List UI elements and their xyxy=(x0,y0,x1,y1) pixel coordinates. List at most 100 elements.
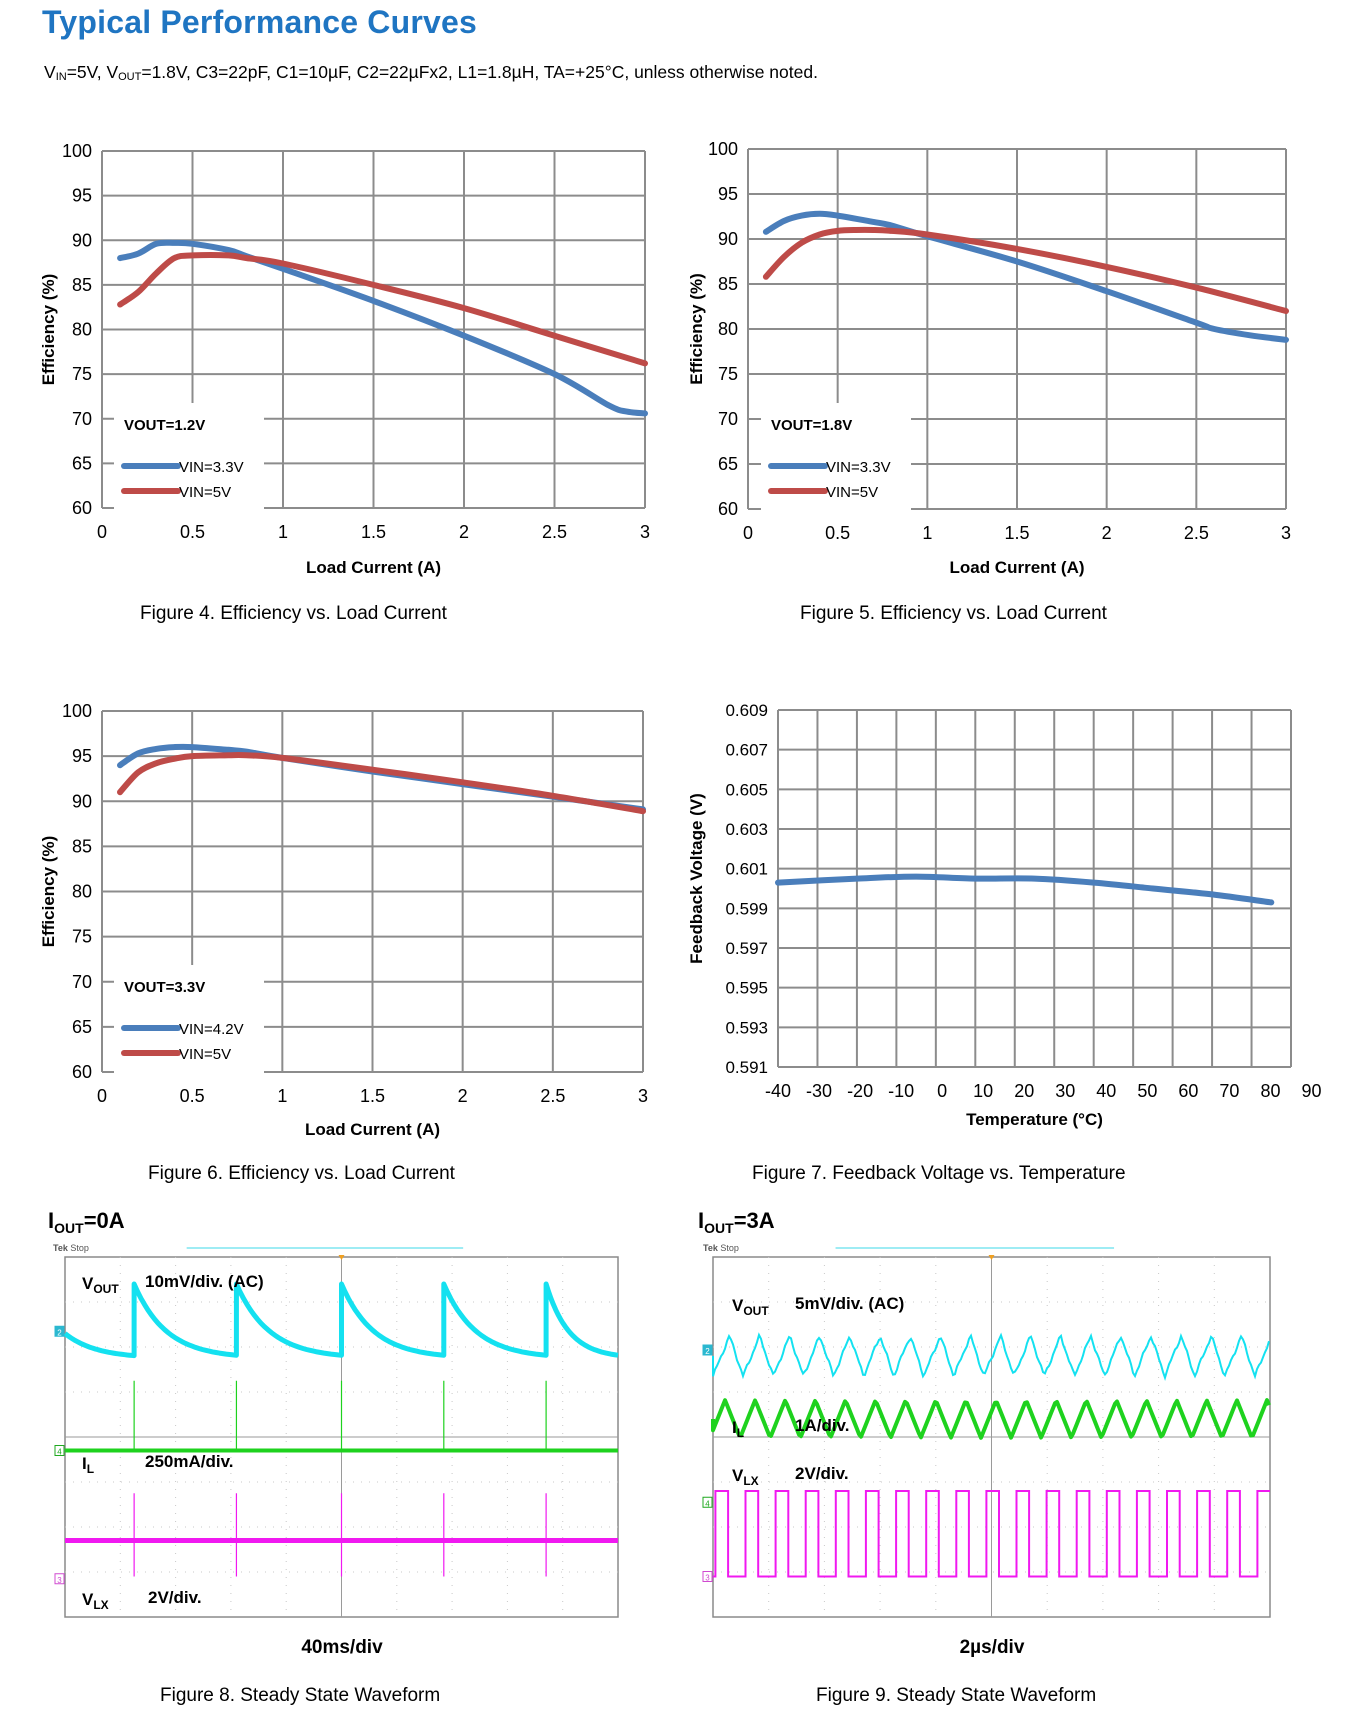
scope-brand: Tek xyxy=(53,1243,68,1253)
x-tick-label: 2 xyxy=(459,522,469,542)
x-tick-label: 30 xyxy=(1055,1081,1075,1101)
x-tick-label: 2 xyxy=(1102,523,1112,543)
channel-marker-label: 2 xyxy=(705,1347,710,1356)
figure-8-scope: 2 4 3 xyxy=(54,1247,619,1618)
x-tick-label: 50 xyxy=(1137,1081,1157,1101)
y-tick-label: 90 xyxy=(718,229,738,249)
y-tick-label: 0.591 xyxy=(725,1058,768,1077)
x-tick-label: 0.5 xyxy=(180,522,205,542)
figure-9-vout-label: VOUT xyxy=(732,1296,769,1318)
page-title: Typical Performance Curves xyxy=(42,4,478,40)
legend-title: VOUT=3.3V xyxy=(124,979,205,996)
vin-value: =5V, xyxy=(66,62,107,82)
figure-9-condition: IOUT=3A xyxy=(698,1208,775,1236)
series-line-vin-5v xyxy=(117,751,646,815)
x-tick-label: 0.5 xyxy=(825,523,850,543)
legend-title: VOUT=1.2V xyxy=(124,417,205,434)
y-tick-label: 90 xyxy=(72,791,92,811)
channel-name: V xyxy=(82,1590,94,1609)
channel-marker-4-icon xyxy=(702,1496,713,1508)
figure-9-il-scale: 1A/div. xyxy=(795,1416,850,1435)
y-tick-label: 95 xyxy=(718,184,738,204)
y-axis-title: Efficiency (%) xyxy=(39,274,58,385)
y-tick-label: 0.609 xyxy=(725,701,768,720)
vin-label: V xyxy=(44,62,56,82)
figure-9-vlx-scale: 2V/div. xyxy=(795,1464,849,1483)
channel-sub: LX xyxy=(93,1598,109,1612)
x-tick-label: 1 xyxy=(922,523,932,543)
y-tick-label: 65 xyxy=(72,1017,92,1037)
x-axis-title: Load Current (A) xyxy=(305,1120,440,1139)
x-axis-title: Load Current (A) xyxy=(949,558,1084,577)
figure-5-caption: Figure 5. Efficiency vs. Load Current xyxy=(800,603,1107,624)
x-tick-label: 0 xyxy=(97,1086,107,1106)
x-tick-label: -30 xyxy=(806,1081,832,1101)
x-tick-label: 1 xyxy=(278,522,288,542)
x-tick-label: 80 xyxy=(1260,1081,1280,1101)
figure-8-vlx-label: VLX xyxy=(82,1590,109,1612)
vout-label: V xyxy=(106,62,119,82)
scope-state: Stop xyxy=(70,1243,89,1253)
y-tick-label: 60 xyxy=(72,1062,92,1082)
x-tick-label: 0 xyxy=(937,1081,947,1101)
legend-background xyxy=(761,403,911,513)
condition-main: I xyxy=(48,1208,55,1233)
x-tick-label: 10 xyxy=(973,1081,993,1101)
channel-name: I xyxy=(82,1454,87,1473)
y-axis-title: Feedback Voltage (V) xyxy=(687,793,706,964)
channel-sub: OUT xyxy=(93,1282,119,1296)
y-tick-label: 85 xyxy=(72,275,92,295)
y-tick-label: 85 xyxy=(72,836,92,856)
x-tick-label: -20 xyxy=(847,1081,873,1101)
y-tick-label: 100 xyxy=(708,139,738,159)
conditions-rest: =1.8V, C3=22pF, C1=10µF, C2=22µFx2, L1=1… xyxy=(141,62,818,82)
y-tick-label: 60 xyxy=(718,499,738,519)
y-tick-label: 80 xyxy=(72,882,92,902)
figure-9-timebase: 2µs/div xyxy=(959,1637,1025,1658)
figure-9-scope: 2 4 3 xyxy=(702,1247,1271,1618)
x-tick-label: 70 xyxy=(1219,1081,1239,1101)
x-tick-label: 3 xyxy=(640,522,650,542)
x-tick-label: 1.5 xyxy=(1004,523,1029,543)
y-tick-label: 85 xyxy=(718,274,738,294)
channel-sub: OUT xyxy=(743,1304,769,1318)
y-tick-label: 70 xyxy=(72,972,92,992)
figure-8-il-label: IL xyxy=(82,1454,94,1476)
condition-sub: OUT xyxy=(54,1220,84,1236)
x-tick-label: 20 xyxy=(1014,1081,1034,1101)
y-tick-label: 80 xyxy=(718,319,738,339)
y-tick-label: 95 xyxy=(72,186,92,206)
channel-marker-2-icon xyxy=(702,1344,713,1356)
x-tick-label: 0 xyxy=(743,523,753,543)
vout-sub: OUT xyxy=(118,71,142,83)
condition-sub: OUT xyxy=(704,1220,734,1236)
vin-sub: IN xyxy=(55,71,67,83)
figure-8-scope-header: Tek Stop xyxy=(53,1243,89,1253)
y-tick-label: 80 xyxy=(72,320,92,340)
channel-sub: L xyxy=(86,1462,95,1476)
legend-background xyxy=(114,403,264,513)
vout-waveform xyxy=(712,1332,1270,1381)
x-tick-label: 2.5 xyxy=(542,522,567,542)
x-tick-label: 2 xyxy=(458,1086,468,1106)
x-tick-label: 3 xyxy=(1281,523,1291,543)
y-tick-label: 100 xyxy=(62,701,92,721)
y-tick-label: 60 xyxy=(72,498,92,518)
trigger-position-icon xyxy=(988,1255,995,1260)
x-axis-title: Load Current (A) xyxy=(306,558,441,577)
figure-4-caption: Figure 4. Efficiency vs. Load Current xyxy=(140,603,447,624)
y-axis-title: Efficiency (%) xyxy=(687,273,706,384)
x-tick-label: 1.5 xyxy=(361,522,386,542)
scope-state: Stop xyxy=(720,1243,739,1253)
x-tick-label: 2.5 xyxy=(1184,523,1209,543)
channel-marker-3-icon xyxy=(702,1571,713,1582)
fig5-chart: 60 65 70 75 80 85 90 95 100 0 0.5 1 1.5 2 2.5 3 Load Cur… xyxy=(687,139,1291,577)
y-tick-label: 70 xyxy=(72,409,92,429)
figure-8-caption: Figure 8. Steady State Waveform xyxy=(160,1685,441,1706)
y-tick-label: 0.603 xyxy=(725,820,768,839)
figure-8-timebase: 40ms/div xyxy=(301,1637,383,1658)
series-line-feedback-voltage xyxy=(775,873,1275,906)
x-tick-label: -40 xyxy=(765,1081,791,1101)
series-line-vin-3-3v xyxy=(117,239,648,417)
vlx-waveform xyxy=(713,1490,1270,1578)
